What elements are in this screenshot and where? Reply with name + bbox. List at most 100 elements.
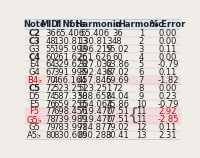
Text: 3: 3 [139,45,144,54]
Text: 10: 10 [136,100,146,109]
Text: 72: 72 [46,84,56,93]
Text: -2.85: -2.85 [157,115,179,124]
Text: 7: 7 [139,76,144,85]
Text: 0.00: 0.00 [159,52,177,61]
Text: 0.00: 0.00 [159,37,177,46]
Text: F5: F5 [29,107,39,116]
Text: 457.845: 457.845 [78,76,112,85]
Text: -1.82: -1.82 [157,76,179,85]
Text: 0.00: 0.00 [159,84,177,93]
Text: 55.02: 55.02 [105,45,129,54]
Text: G5♭: G5♭ [26,115,42,124]
Text: 72: 72 [112,84,123,93]
Text: 75.86: 75.86 [105,100,129,109]
Text: MIDI: MIDI [40,20,61,29]
Text: 77.51: 77.51 [105,115,129,124]
Text: G3: G3 [28,45,40,54]
Bar [25,77,180,84]
Text: -0.79: -0.79 [157,100,179,109]
Text: C5: C5 [28,84,40,93]
Text: 77.51: 77.51 [105,107,129,116]
Text: 65.406: 65.406 [81,29,110,38]
Text: 76: 76 [45,100,56,109]
Text: 261.626: 261.626 [53,52,87,61]
Text: 659.255: 659.255 [53,100,87,109]
Text: 70: 70 [46,76,56,85]
Text: 783.991: 783.991 [53,123,87,132]
Text: 60: 60 [46,52,56,61]
Text: 719.470: 719.470 [78,107,112,116]
Text: 2.31: 2.31 [159,131,177,140]
Text: 63.86: 63.86 [105,60,129,69]
Text: f Note: f Note [56,20,85,29]
Text: 719.470: 719.470 [78,115,112,124]
Bar [25,108,180,116]
Text: 830.609: 830.609 [53,131,87,140]
Text: 67: 67 [45,68,56,77]
Text: D5: D5 [28,92,40,101]
Text: 0.00: 0.00 [159,29,177,38]
Text: 2.92: 2.92 [159,107,177,116]
Text: 0.23: 0.23 [159,92,177,101]
Text: 74.04: 74.04 [105,92,129,101]
Text: 587.330: 587.330 [53,92,88,101]
Text: 523.251: 523.251 [53,84,87,93]
Text: 79.02: 79.02 [105,123,129,132]
Text: 9: 9 [139,92,144,101]
Text: 0.11: 0.11 [159,45,177,54]
Text: B4♭: B4♭ [27,76,42,85]
Text: A5♭: A5♭ [27,131,42,140]
Text: f Harmonic: f Harmonic [69,20,121,29]
Text: 69.69: 69.69 [105,76,129,85]
Text: 2: 2 [139,37,144,46]
Text: Harmonic: Harmonic [119,20,164,29]
Text: % Error: % Error [150,20,186,29]
Text: 588.658: 588.658 [78,92,112,101]
Text: 0.11: 0.11 [159,68,177,77]
Text: 4: 4 [139,52,144,61]
Text: 6: 6 [139,68,144,77]
Text: 196.219: 196.219 [78,45,112,54]
Text: 48: 48 [112,37,123,46]
Text: 0.11: 0.11 [159,123,177,132]
Text: 12: 12 [136,123,146,132]
Text: 195.998: 195.998 [53,45,87,54]
Text: C3: C3 [28,37,40,46]
Text: 850.283: 850.283 [78,131,112,140]
Text: 392.438: 392.438 [78,68,112,77]
Text: 48: 48 [46,37,56,46]
Text: 523.251: 523.251 [78,84,112,93]
Text: 698.456: 698.456 [53,107,87,116]
Bar [25,19,180,28]
Text: 1: 1 [139,29,144,38]
Text: Note: Note [23,20,46,29]
Text: 329.628: 329.628 [53,60,87,69]
Text: n: n [114,20,120,29]
Text: 391.995: 391.995 [53,68,87,77]
Text: 11: 11 [136,107,146,116]
Text: 130.813: 130.813 [53,37,87,46]
Text: 78: 78 [45,115,56,124]
Text: 130.813: 130.813 [78,37,112,46]
Text: 65.406: 65.406 [56,29,85,38]
Text: 5: 5 [139,60,144,69]
Text: G5: G5 [28,123,40,132]
Text: 327.032: 327.032 [78,60,112,69]
Text: G4: G4 [28,68,40,77]
Text: {: { [127,107,139,125]
Text: 784.877: 784.877 [78,123,112,132]
Text: E4: E4 [29,60,39,69]
Text: -0.79: -0.79 [157,60,179,69]
Text: 654.064: 654.064 [78,100,112,109]
Text: 79: 79 [46,123,56,132]
Text: 13: 13 [136,131,147,140]
Text: C4: C4 [28,52,40,61]
Text: 55: 55 [46,45,56,54]
Text: 11: 11 [136,115,146,124]
Text: 60: 60 [112,52,123,61]
Text: 64: 64 [46,60,56,69]
Text: 466.164: 466.164 [53,76,87,85]
Text: 739.989: 739.989 [53,115,87,124]
Text: 8: 8 [139,84,144,93]
Text: 261.626: 261.626 [78,52,112,61]
